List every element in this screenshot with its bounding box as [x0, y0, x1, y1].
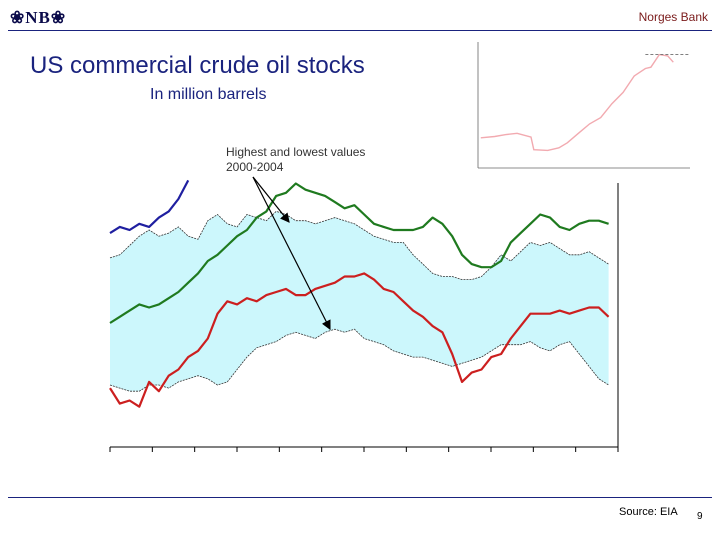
range-low-line [109, 328, 609, 392]
inset-reserves-line [480, 53, 674, 152]
norges-bank-logo: ❀NB❀ [10, 8, 67, 27]
header-divider [8, 30, 712, 31]
historical-range-band [110, 211, 609, 392]
range-annotation-line: Highest and lowest values [226, 145, 365, 159]
annotation-arrow [252, 176, 290, 223]
series-line-2005 [109, 182, 609, 324]
annotation-arrow [252, 176, 331, 331]
footer-divider [8, 497, 712, 498]
chart-title: US commercial crude oil stocks [30, 52, 365, 79]
inset-background [442, 37, 697, 183]
range-high-line [109, 210, 609, 281]
range-annotation: Highest and lowest values 2000-2004 [226, 145, 365, 174]
chart-subtitle: In million barrels [150, 86, 267, 103]
series-line-2006 [109, 179, 190, 235]
page-number: 9 [697, 511, 703, 522]
bank-name: Norges Bank [638, 10, 708, 24]
source-note: Source: EIA [619, 506, 678, 518]
series-line-2004 [109, 272, 610, 408]
range-annotation-line: 2000-2004 [226, 160, 284, 174]
